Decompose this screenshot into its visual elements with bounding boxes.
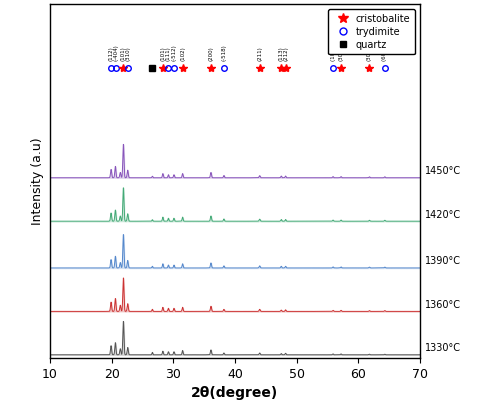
- Text: (-404): (-404): [114, 44, 118, 61]
- Text: (60 12): (60 12): [382, 41, 388, 61]
- Text: (-518): (-518): [222, 44, 226, 61]
- Text: 1450°C: 1450°C: [425, 166, 461, 176]
- Text: (101): (101): [121, 46, 126, 61]
- Text: 1330°C: 1330°C: [425, 343, 461, 353]
- Text: (211): (211): [257, 46, 262, 61]
- Text: (112): (112): [108, 46, 114, 61]
- Text: 1360°C: 1360°C: [425, 300, 461, 310]
- Y-axis label: Intensity (a.u): Intensity (a.u): [32, 137, 44, 225]
- Text: (-512): (-512): [172, 44, 176, 61]
- Text: (111): (111): [166, 46, 171, 61]
- Text: 1390°C: 1390°C: [425, 256, 461, 266]
- Text: (102): (102): [180, 46, 185, 61]
- Legend: cristobalite, trydimite, quartz: cristobalite, trydimite, quartz: [328, 9, 415, 55]
- Text: (200): (200): [208, 46, 214, 61]
- Text: (101): (101): [160, 46, 166, 61]
- Text: 1420°C: 1420°C: [425, 210, 461, 219]
- X-axis label: 2θ(degree): 2θ(degree): [192, 386, 278, 400]
- Text: (212): (212): [283, 46, 288, 61]
- Text: (113): (113): [279, 46, 284, 61]
- Text: (310): (310): [125, 46, 130, 61]
- Text: (301): (301): [338, 46, 344, 61]
- Text: (10 02): (10 02): [330, 41, 336, 61]
- Text: (302): (302): [367, 46, 372, 61]
